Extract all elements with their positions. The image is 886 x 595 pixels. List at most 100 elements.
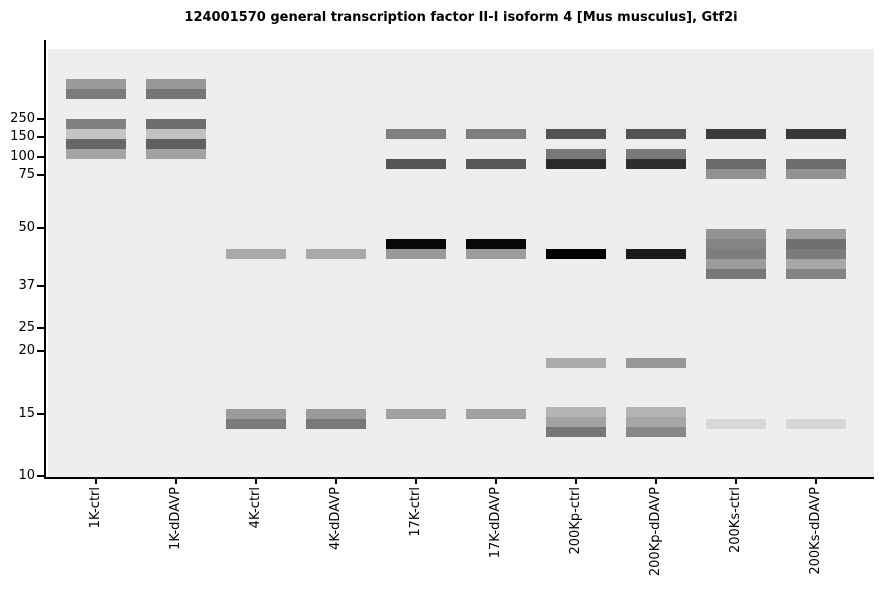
gel-band	[546, 249, 606, 259]
gel-band	[786, 229, 846, 239]
y-axis-tick-label: 37	[18, 278, 35, 293]
y-axis-tick-label: 50	[18, 220, 35, 235]
gel-band	[786, 419, 846, 429]
gel-band	[546, 358, 606, 368]
gel-band	[786, 169, 846, 179]
gel-band	[386, 249, 446, 259]
y-axis-tick-mark	[37, 327, 44, 329]
gel-band	[706, 239, 766, 249]
gel-band	[626, 129, 686, 139]
y-axis-tick-mark	[37, 227, 44, 229]
gel-band	[466, 409, 526, 419]
y-axis-tick-label: 10	[18, 468, 35, 483]
gel-band	[706, 259, 766, 269]
y-axis-tick-label: 100	[10, 149, 35, 164]
gel-band	[146, 79, 206, 89]
gel-band	[466, 249, 526, 259]
gel-band	[66, 129, 126, 139]
gel-band	[546, 427, 606, 437]
x-axis-tick-mark	[655, 479, 657, 484]
x-axis-tick-mark	[255, 479, 257, 484]
gel-band	[546, 407, 606, 417]
y-axis-tick-mark	[37, 413, 44, 415]
x-axis-tick-label: 1K-ctrl	[88, 487, 103, 529]
gel-band	[146, 139, 206, 149]
y-axis-tick-label: 250	[10, 111, 35, 126]
y-axis-tick-mark	[37, 118, 44, 120]
gel-band	[386, 129, 446, 139]
x-axis-tick-label: 4K-dDAVP	[328, 487, 343, 550]
gel-band	[706, 229, 766, 239]
x-axis-tick-label: 200Kp-ctrl	[568, 487, 583, 555]
gel-band	[66, 89, 126, 99]
gel-band	[306, 409, 366, 419]
x-axis-tick-mark	[335, 479, 337, 484]
gel-band	[546, 417, 606, 427]
gel-band	[466, 159, 526, 169]
gel-band	[146, 89, 206, 99]
y-axis-tick-mark	[37, 350, 44, 352]
x-axis-tick-label: 17K-ctrl	[408, 487, 423, 537]
gel-band	[706, 159, 766, 169]
gel-band	[706, 129, 766, 139]
gel-band	[66, 149, 126, 159]
x-axis-tick-mark	[575, 479, 577, 484]
y-axis-line	[44, 40, 46, 479]
gel-band	[226, 419, 286, 429]
gel-band	[786, 269, 846, 279]
gel-band	[546, 149, 606, 159]
x-axis-tick-label: 200Ks-dDAVP	[808, 487, 823, 575]
gel-band	[466, 239, 526, 249]
x-axis-tick-mark	[815, 479, 817, 484]
gel-band	[626, 159, 686, 169]
gel-band	[786, 259, 846, 269]
gel-band	[306, 249, 366, 259]
gel-band	[546, 159, 606, 169]
gel-band	[626, 417, 686, 427]
x-axis-tick-label: 17K-dDAVP	[488, 487, 503, 559]
y-axis-tick-mark	[37, 285, 44, 287]
gel-band	[146, 129, 206, 139]
y-axis-tick-label: 150	[10, 129, 35, 144]
x-axis-line	[44, 477, 874, 479]
gel-band	[66, 79, 126, 89]
gel-band	[306, 419, 366, 429]
gel-band	[146, 149, 206, 159]
gel-band	[146, 119, 206, 129]
gel-band	[786, 239, 846, 249]
gel-band	[706, 169, 766, 179]
gel-band	[66, 119, 126, 129]
gel-band	[786, 129, 846, 139]
x-axis-tick-label: 1K-dDAVP	[168, 487, 183, 550]
y-axis-tick-mark	[37, 174, 44, 176]
gel-band	[626, 249, 686, 259]
gel-band	[706, 249, 766, 259]
gel-band	[386, 239, 446, 249]
gel-band	[226, 249, 286, 259]
gel-band	[466, 129, 526, 139]
gel-band	[626, 407, 686, 417]
y-axis-tick-label: 75	[18, 167, 35, 182]
x-axis-tick-mark	[735, 479, 737, 484]
x-axis-tick-mark	[495, 479, 497, 484]
gel-band	[386, 159, 446, 169]
x-axis-tick-label: 200Kp-dDAVP	[648, 487, 663, 577]
chart-title: 124001570 general transcription factor I…	[184, 10, 738, 25]
gel-band	[626, 358, 686, 368]
gel-band	[786, 159, 846, 169]
x-axis-tick-mark	[415, 479, 417, 484]
gel-band	[706, 419, 766, 429]
y-axis-tick-mark	[37, 475, 44, 477]
gel-band	[66, 139, 126, 149]
x-axis-tick-label: 4K-ctrl	[248, 487, 263, 529]
x-axis-tick-label: 200Ks-ctrl	[728, 487, 743, 554]
x-axis-tick-mark	[95, 479, 97, 484]
gel-band	[786, 249, 846, 259]
gel-band	[546, 129, 606, 139]
y-axis-tick-label: 25	[18, 320, 35, 335]
y-axis-tick-mark	[37, 136, 44, 138]
y-axis-tick-mark	[37, 156, 44, 158]
gel-band	[386, 409, 446, 419]
